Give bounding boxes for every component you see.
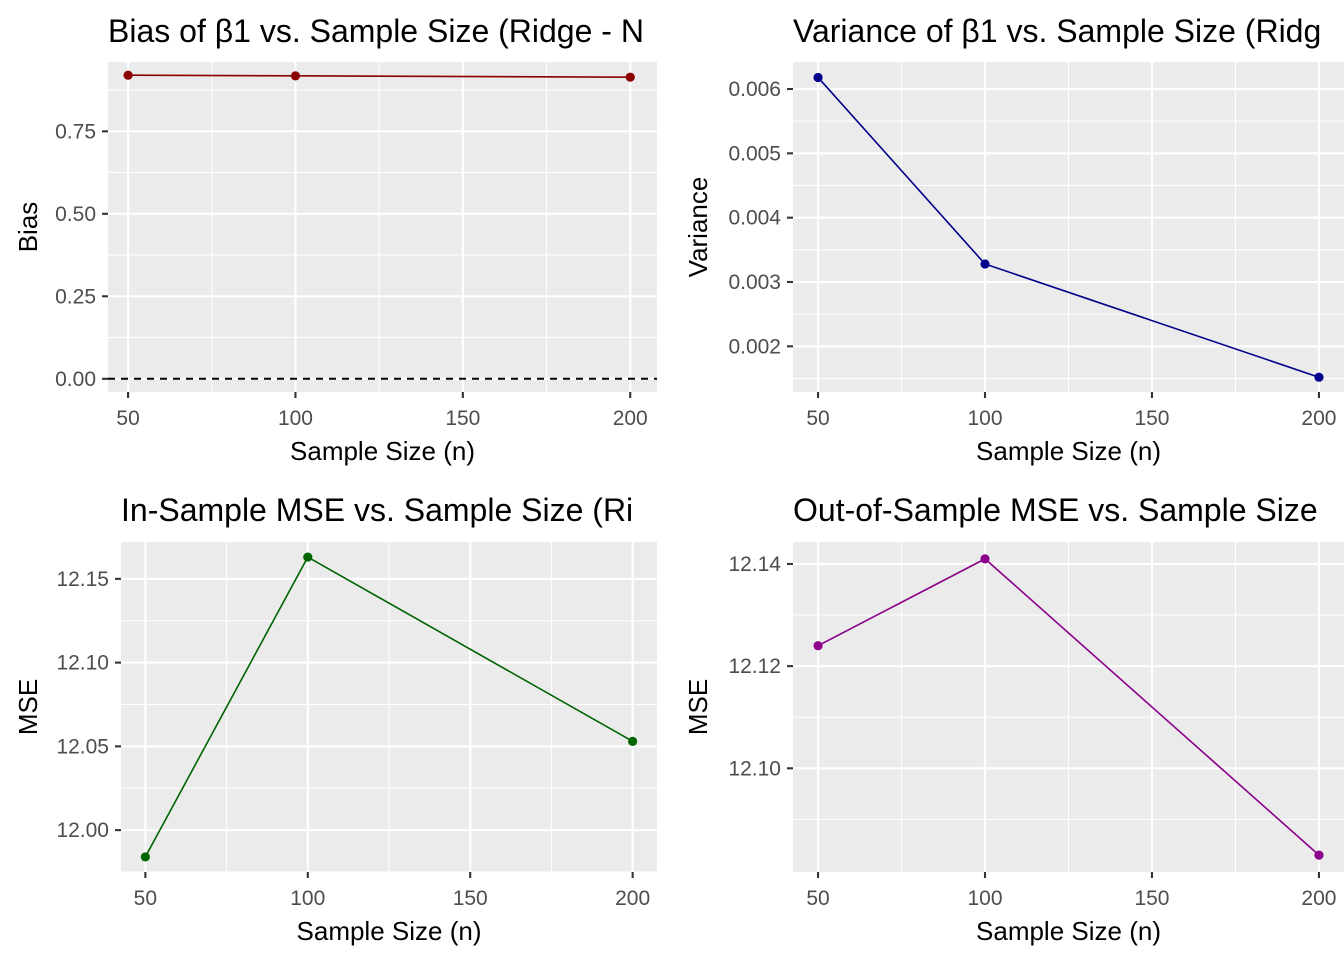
- data-point: [1314, 372, 1324, 382]
- data-point: [290, 71, 301, 81]
- data-point: [140, 852, 150, 862]
- x-axis-title: Sample Size (n): [976, 436, 1161, 466]
- x-tick-label: 50: [806, 407, 829, 430]
- chart-title: Bias of β1 vs. Sample Size (Ridge - N: [108, 13, 644, 49]
- y-tick-label: 0.75: [55, 120, 96, 143]
- data-point: [628, 736, 638, 746]
- y-tick-label: 0.005: [728, 142, 781, 165]
- y-axis-title: MSE: [13, 679, 43, 735]
- x-tick-label: 100: [967, 407, 1002, 430]
- in-sample-mse-panel: 50 100 150 200 12.00 12.05 12.10 12.15 In-Sample…: [13, 492, 657, 946]
- y-tick-label: 0.00: [55, 368, 96, 391]
- x-tick-label: 150: [1134, 407, 1169, 430]
- y-tick-label: 0.004: [728, 207, 781, 230]
- y-tick-label: 12.14: [728, 553, 781, 576]
- y-tick-label: 12.05: [56, 735, 109, 758]
- x-tick-label: 200: [615, 887, 650, 910]
- x-tick-label: 200: [1301, 887, 1336, 910]
- y-tick-label: 0.002: [728, 335, 781, 358]
- y-tick-label: 12.12: [728, 655, 781, 678]
- x-tick-label: 50: [116, 407, 139, 430]
- bias-panel: 50 100 150 200 0.00 0.25 0.50 0.75 Bias of β1 vs…: [13, 13, 657, 466]
- out-of-sample-mse-panel: 50 100 150 200 12.10 12.12 12.14 Out-of-Sample …: [683, 492, 1344, 946]
- x-tick-label: 150: [453, 887, 488, 910]
- x-tick-label: 100: [278, 407, 313, 430]
- y-tick-label: 12.15: [56, 568, 109, 591]
- y-axis-title: MSE: [683, 679, 713, 735]
- plot-area: [793, 62, 1344, 392]
- x-tick-label: 150: [445, 407, 480, 430]
- x-tick-label: 200: [613, 407, 648, 430]
- data-point: [813, 641, 823, 651]
- x-axis-title: Sample Size (n): [290, 436, 475, 466]
- x-tick-label: 100: [290, 887, 325, 910]
- y-tick-label: 12.00: [56, 819, 109, 842]
- x-tick-label: 200: [1301, 407, 1336, 430]
- x-tick-label: 50: [134, 887, 157, 910]
- data-point: [980, 554, 990, 564]
- data-point: [625, 72, 635, 82]
- chart-title: Out-of-Sample MSE vs. Sample Size: [793, 492, 1318, 528]
- plot-area: [108, 62, 657, 392]
- x-tick-label: 50: [806, 887, 829, 910]
- panel-background: [108, 62, 657, 392]
- y-axis-title: Variance: [683, 177, 713, 278]
- data-point: [980, 259, 990, 269]
- x-tick-label: 150: [1134, 887, 1169, 910]
- y-axis-title: Bias: [13, 202, 43, 253]
- data-point: [813, 72, 823, 83]
- y-tick-label: 12.10: [728, 757, 781, 780]
- chart-title: In-Sample MSE vs. Sample Size (Ri: [121, 492, 633, 528]
- y-tick-label: 0.25: [55, 285, 96, 308]
- data-point: [303, 552, 313, 562]
- y-tick-label: 12.10: [56, 652, 109, 675]
- plot-area: [793, 542, 1344, 872]
- plot-area: [121, 542, 657, 872]
- data-point: [1314, 850, 1324, 860]
- y-tick-label: 0.006: [728, 78, 781, 101]
- x-axis-title: Sample Size (n): [976, 916, 1161, 946]
- y-tick-label: 0.50: [55, 203, 96, 226]
- x-tick-label: 100: [967, 887, 1002, 910]
- chart-title: Variance of β1 vs. Sample Size (Ridg: [793, 13, 1321, 49]
- variance-panel: 50 100 150 200 0.002 0.003 0.004 0.005 0.006 Vari…: [683, 13, 1344, 466]
- x-axis-title: Sample Size (n): [297, 916, 482, 946]
- y-tick-label: 0.003: [728, 271, 781, 294]
- data-point: [123, 70, 133, 80]
